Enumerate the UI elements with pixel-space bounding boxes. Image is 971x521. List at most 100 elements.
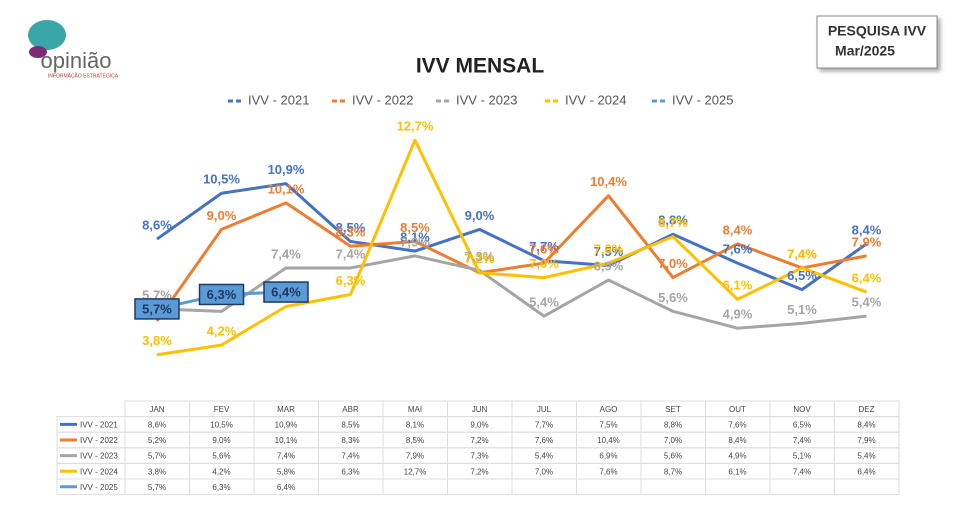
chart-title: IVV MENSAL	[416, 55, 545, 78]
legend-label: IVV - 2025	[672, 92, 733, 107]
table-value: 7,4%	[793, 467, 811, 476]
series-line	[155, 194, 867, 322]
data-label: 8,4%	[723, 222, 753, 237]
table-cell	[382, 478, 448, 496]
table-value: 8,3%	[341, 436, 359, 445]
table-value: 7,4%	[277, 452, 295, 461]
data-label: 7,9%	[852, 234, 882, 249]
table-row-label: IVV - 2024	[80, 467, 118, 476]
table-cell	[834, 478, 900, 496]
data-label: 5,1%	[787, 302, 817, 317]
series-line	[156, 182, 868, 292]
data-label: 7,6%	[723, 242, 753, 257]
logo: opinião INFORMAÇÃO ESTRATÉGICA	[28, 20, 119, 79]
table-header: JUL	[537, 405, 552, 414]
data-label: 6,1%	[723, 278, 753, 293]
data-label: 12,7%	[397, 119, 434, 134]
data-label: 7,4%	[787, 246, 817, 261]
data-label: 6,4%	[271, 284, 301, 299]
logo-tagline: INFORMAÇÃO ESTRATÉGICA	[48, 72, 119, 79]
data-label: 8,7%	[658, 215, 688, 230]
table-value: 8,5%	[341, 421, 359, 430]
logo-shape	[28, 20, 66, 50]
table-value: 7,5%	[599, 421, 617, 430]
table-cell	[576, 478, 642, 496]
table-value: 5,4%	[535, 452, 553, 461]
table-header: FEV	[214, 405, 230, 414]
badge	[816, 15, 938, 69]
data-label: 7,4%	[271, 246, 301, 261]
table-value: 8,4%	[728, 436, 746, 445]
data-label: 5,4%	[852, 295, 882, 310]
logo-shape	[29, 46, 47, 58]
data-label: 7,2%	[465, 251, 495, 266]
table-value: 7,4%	[341, 452, 359, 461]
data-label: 8,3%	[336, 225, 366, 240]
table-value: 8,6%	[148, 421, 166, 430]
table-value: 7,3%	[470, 452, 488, 461]
data-label: 5,7%	[142, 301, 172, 316]
table-value: 6,3%	[212, 483, 230, 492]
data-label: 9,0%	[207, 208, 237, 223]
data-label: 4,9%	[723, 307, 753, 322]
table-header: NOV	[793, 405, 811, 414]
table-value: 8,7%	[664, 467, 682, 476]
table-value: 10,5%	[210, 421, 233, 430]
label-box	[263, 281, 309, 303]
table-cell	[705, 478, 771, 496]
data-label: 4,2%	[207, 324, 237, 339]
table-value: 4,2%	[212, 467, 230, 476]
label-box	[198, 283, 245, 306]
data-label: 8,6%	[142, 217, 172, 232]
series-line	[156, 138, 868, 357]
legend-label: IVV - 2022	[352, 92, 413, 107]
table-header: ABR	[342, 405, 359, 414]
data-label: 7,4%	[787, 246, 817, 261]
data-label: 8,5%	[400, 220, 430, 235]
table-header: AGO	[600, 405, 618, 414]
table-cell	[447, 478, 513, 496]
table-cell	[640, 478, 706, 496]
legend-label: IVV - 2021	[248, 92, 309, 107]
table-value: 6,3%	[341, 467, 359, 476]
table-value: 6,9%	[599, 452, 617, 461]
table-header: OUT	[729, 405, 746, 414]
table-value: 8,8%	[664, 421, 682, 430]
data-label: 8,8%	[658, 213, 688, 228]
table-header: JUN	[472, 405, 488, 414]
table-value: 10,9%	[275, 421, 298, 430]
table-cell	[511, 478, 577, 496]
table-value: 5,6%	[212, 452, 230, 461]
table-value: 5,1%	[793, 452, 811, 461]
table-header: MAI	[408, 405, 422, 414]
data-label: 7,3%	[465, 249, 495, 264]
data-label: 7,9%	[400, 234, 430, 249]
table-value: 3,8%	[148, 467, 166, 476]
legend-label: IVV - 2023	[456, 92, 517, 107]
legend-label: IVV - 2024	[565, 92, 626, 107]
data-label: 5,4%	[529, 295, 559, 310]
table-row-label: IVV - 2025	[80, 483, 118, 492]
table-value: 8,4%	[857, 421, 875, 430]
table-header: DEZ	[859, 405, 875, 414]
data-label: 5,6%	[658, 290, 688, 305]
table-value: 12,7%	[404, 467, 427, 476]
table-value: 5,2%	[148, 436, 166, 445]
data-label: 7,5%	[594, 244, 624, 259]
data-label: 6,9%	[594, 258, 624, 273]
table-value: 7,6%	[535, 436, 553, 445]
data-label: 3,8%	[142, 333, 172, 348]
data-label: 10,4%	[590, 174, 627, 189]
label-box	[134, 298, 180, 320]
table-value: 6,4%	[857, 467, 875, 476]
badge-text: PESQUISA IVV	[828, 23, 927, 39]
table-value: 5,6%	[664, 452, 682, 461]
data-label: 10,1%	[268, 181, 305, 196]
table-value: 6,1%	[728, 467, 746, 476]
table-value: 5,7%	[148, 452, 166, 461]
data-label: 10,5%	[203, 172, 240, 187]
data-label: 8,5%	[336, 220, 366, 235]
table-value: 5,8%	[277, 467, 295, 476]
data-label: 7,4%	[336, 246, 366, 261]
